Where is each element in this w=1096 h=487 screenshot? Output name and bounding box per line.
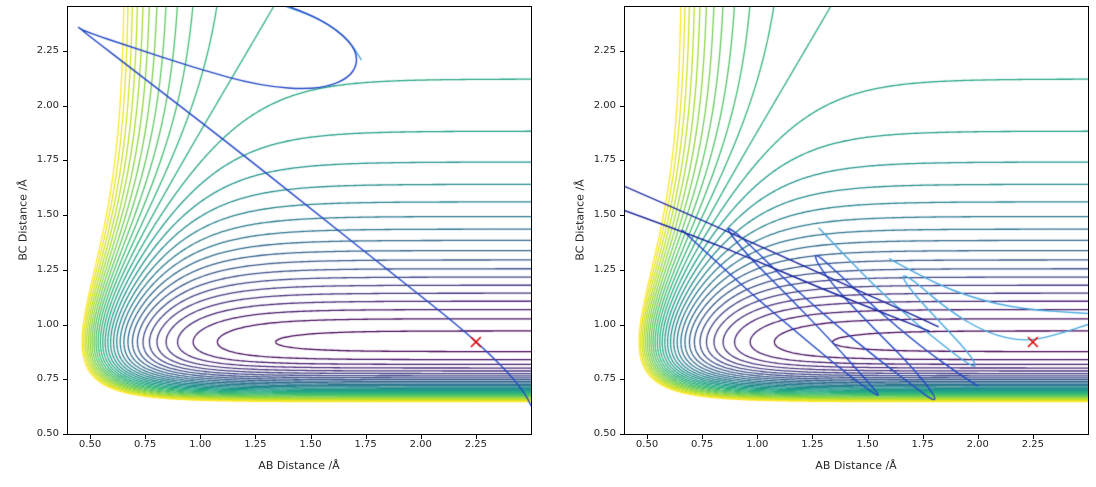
x-tick-label: 2.00 [409, 439, 432, 450]
y-tick-mark [63, 434, 67, 435]
y-tick-label: 2.00 [593, 99, 616, 111]
subplot-left: 0.50 0.75 1.00 1.25 1.50 1.75 2.00 2.25 0.50 0.7… [16, 6, 532, 472]
x-tick-mark [200, 435, 202, 439]
y-tick-mark [620, 269, 624, 271]
y-tick-label: 2.00 [36, 99, 59, 111]
x-tick-mark [255, 435, 257, 439]
x-tick-label: 1.50 [299, 439, 322, 450]
x-tick-mark [922, 435, 924, 439]
x-tick-mark [90, 435, 92, 439]
left-axes-frame [67, 6, 532, 435]
x-tick-mark [977, 435, 979, 439]
y-tick-mark [63, 160, 67, 162]
y-tick-label: 0.75 [36, 373, 59, 385]
y-tick-label: 2.25 [36, 44, 59, 56]
x-tick-label: 1.25 [244, 439, 267, 450]
y-tick-mark [63, 379, 67, 381]
y-tick-mark [63, 269, 67, 271]
x-tick-label: 2.25 [464, 439, 488, 450]
y-tick-mark [63, 324, 67, 326]
x-tick-label: 1.75 [354, 439, 377, 450]
x-tick-label: 0.75 [134, 439, 157, 450]
x-tick-label: 0.75 [691, 439, 714, 450]
y-tick-mark [63, 105, 67, 107]
x-tick-mark [475, 435, 477, 439]
right-y-axis-label: BC Distance /Å [573, 179, 587, 261]
y-tick-mark [620, 160, 624, 162]
x-tick-mark [702, 435, 704, 439]
x-tick-label: 2.25 [1021, 439, 1045, 450]
x-tick-label: 2.00 [966, 439, 989, 450]
y-tick-label: 0.50 [593, 428, 616, 439]
y-tick-mark [620, 105, 624, 107]
y-tick-mark [63, 215, 67, 217]
right-contour-canvas [625, 7, 1088, 434]
y-tick-mark [620, 50, 624, 52]
subplot-right: 0.50 0.75 1.00 1.25 1.50 1.75 2.00 2.25 0.50 0.7… [557, 0, 1096, 487]
y-tick-mark [63, 50, 67, 52]
x-tick-label: 1.75 [911, 439, 934, 450]
y-tick-label: 1.75 [36, 154, 59, 166]
x-tick-mark [420, 435, 422, 439]
x-tick-mark [867, 435, 869, 439]
x-tick-mark [812, 435, 814, 439]
x-tick-mark [310, 435, 312, 439]
y-tick-label: 2.25 [593, 44, 616, 56]
x-tick-mark [365, 435, 367, 439]
right-axes-frame [624, 6, 1089, 435]
left-contour-canvas [68, 7, 531, 434]
y-tick-label: 1.00 [36, 318, 59, 330]
y-tick-label: 1.50 [593, 209, 616, 221]
y-tick-label: 1.25 [36, 263, 59, 275]
right-x-axis-label: AB Distance /Å [815, 459, 897, 472]
y-tick-label: 1.00 [593, 318, 616, 330]
x-tick-label: 1.00 [189, 439, 212, 450]
left-y-axis-label: BC Distance /Å [16, 179, 30, 261]
x-tick-label: 1.25 [801, 439, 824, 450]
y-tick-mark [620, 434, 624, 435]
left-x-axis-label: AB Distance /Å [258, 459, 340, 472]
x-tick-label: 0.50 [635, 439, 659, 450]
y-tick-mark [620, 379, 624, 381]
x-tick-label: 1.50 [856, 439, 879, 450]
y-tick-label: 0.75 [593, 373, 616, 385]
y-tick-label: 1.50 [36, 209, 59, 221]
x-tick-mark [647, 435, 649, 439]
y-tick-mark [620, 215, 624, 217]
x-tick-mark [145, 435, 147, 439]
x-tick-label: 1.00 [746, 439, 769, 450]
y-tick-label: 0.50 [36, 428, 59, 439]
x-tick-mark [757, 435, 759, 439]
y-tick-mark [620, 324, 624, 326]
x-tick-label: 0.50 [78, 439, 102, 450]
y-tick-label: 1.75 [593, 154, 616, 166]
y-tick-label: 1.25 [593, 263, 616, 275]
x-tick-mark [1032, 435, 1034, 439]
